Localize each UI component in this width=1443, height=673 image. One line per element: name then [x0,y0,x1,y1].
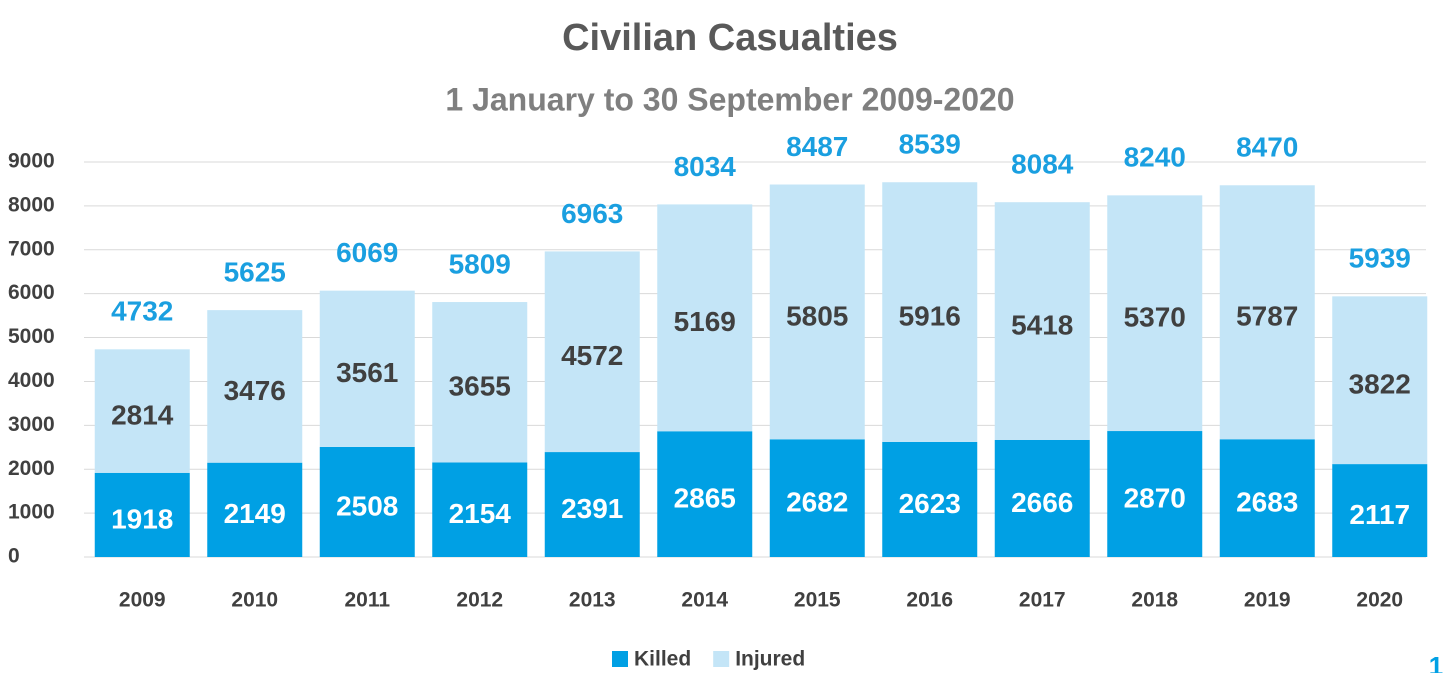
y-tick-label: 2000 [8,457,55,480]
page-number: 1 [1429,651,1443,673]
legend-swatch [612,651,628,667]
value-label: 1918 [111,503,173,534]
bar-segment [994,439,1090,557]
bar-segment [319,290,415,447]
y-tick-label: 8000 [8,193,55,216]
value-label: 2154 [449,498,512,529]
total-label: 8470 [1236,132,1298,163]
value-label: 2865 [674,483,736,514]
value-label: 2508 [336,490,398,521]
x-tick-label: 2010 [231,589,278,612]
y-tick-label: 6000 [8,281,55,304]
x-tick-label: 2012 [456,589,503,612]
y-tick-label: 9000 [8,150,55,173]
bar-segment [1219,185,1315,440]
y-tick-label: 7000 [8,237,55,260]
bar-segment [544,452,640,557]
x-tick-label: 2017 [1019,589,1066,612]
value-label: 5787 [1236,301,1298,332]
value-label: 2117 [1349,499,1410,530]
value-label: 2870 [1124,482,1186,513]
legend-swatch [713,651,730,667]
bar-segment [432,462,528,557]
x-tick-label: 2015 [794,589,841,612]
bar-segment [769,439,865,557]
value-label: 5370 [1124,302,1186,333]
value-label: 3655 [449,371,511,402]
x-tick-label: 2016 [906,589,953,612]
bar-segment [882,441,978,557]
value-label: 2623 [899,488,961,519]
total-label: 5939 [1349,243,1411,274]
bar-segment [432,302,528,463]
legend-label: Killed [634,648,691,671]
chart-subtitle: 1 January to 30 September 2009-2020 [445,81,1014,117]
total-label: 8539 [899,129,961,160]
x-tick-label: 2020 [1356,589,1403,612]
legend-label: Injured [735,648,805,671]
x-tick-label: 2014 [681,589,728,612]
value-label: 2682 [786,487,848,518]
total-label: 6963 [561,198,623,229]
chart-title: Civilian Casualties [562,17,898,59]
value-label: 5169 [674,306,736,337]
x-tick-label: 2018 [1131,589,1178,612]
bar-segment [1107,431,1203,557]
bar-segment [207,310,303,463]
total-label: 8487 [786,131,848,162]
value-label: 5916 [899,300,961,331]
x-tick-label: 2011 [344,589,390,612]
y-tick-label: 5000 [8,325,55,348]
total-label: 8084 [1011,149,1074,180]
total-label: 5625 [224,257,286,288]
bar-segment [1332,296,1428,465]
bar-segment [207,462,303,557]
x-tick-label: 2009 [119,589,166,612]
bar-segment [544,251,640,453]
total-label: 4732 [111,296,173,327]
bar-segment [994,202,1090,440]
total-label: 5809 [449,248,511,279]
y-tick-label: 3000 [8,413,55,436]
value-label: 2391 [561,493,623,524]
bar-segment [657,431,753,557]
value-label: 5805 [786,300,848,331]
y-tick-label: 4000 [8,369,55,392]
value-label: 4572 [561,340,623,371]
bar-segment [1107,195,1203,432]
value-label: 3822 [1349,369,1411,400]
x-tick-label: 2019 [1244,589,1291,612]
value-label: 3476 [224,375,286,406]
bar-segment [94,349,190,473]
bar-segment [319,446,415,557]
value-label: 2683 [1236,487,1298,518]
value-label: 5418 [1011,309,1073,340]
y-tick-label: 0 [8,545,20,568]
bar-segment [657,204,753,432]
y-tick-label: 1000 [8,501,55,524]
total-label: 8240 [1124,142,1186,173]
value-label: 2149 [224,498,286,529]
value-label: 2814 [111,399,174,430]
value-label: 3561 [336,357,398,388]
bar-segment [94,472,190,557]
value-label: 2666 [1011,487,1073,518]
bar-segment [882,182,978,442]
total-label: 8034 [674,151,737,182]
bar-segment [1219,439,1315,557]
bar-segment [769,184,865,440]
total-label: 6069 [336,237,398,268]
bar-segment [1332,464,1428,557]
x-tick-label: 2013 [569,589,616,612]
